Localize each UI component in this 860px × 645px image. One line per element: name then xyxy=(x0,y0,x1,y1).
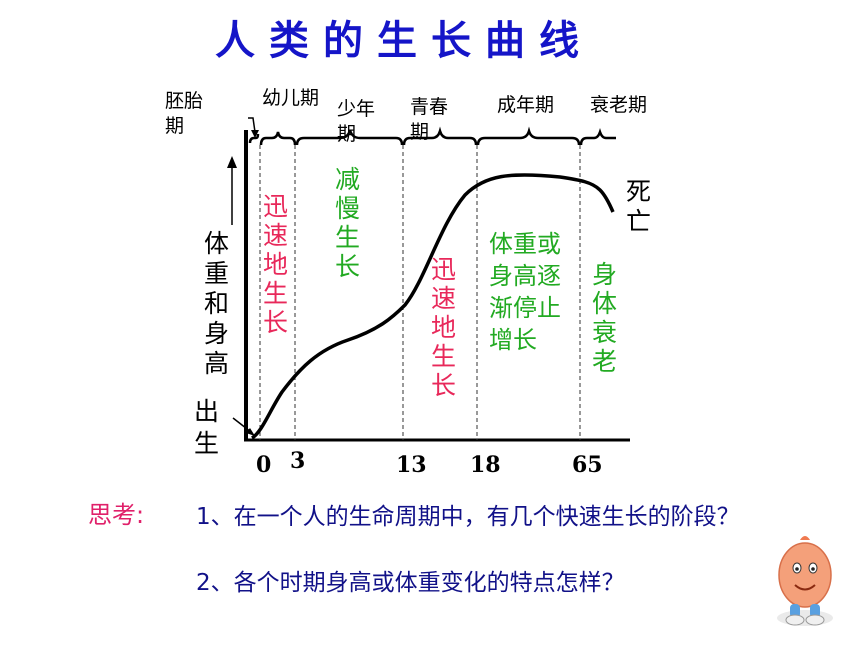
brace-old-age xyxy=(579,128,616,146)
rapid2-char-4: 生 xyxy=(431,342,456,371)
birth-arrow xyxy=(232,417,252,433)
birth-char-2: 生 xyxy=(194,429,219,458)
slow-char-2: 慢 xyxy=(335,194,360,223)
tick-18: 18 xyxy=(470,452,501,478)
adult-line-1: 体重或 xyxy=(489,230,561,258)
rapid1-char-2: 速 xyxy=(263,221,288,250)
stage-childhood-line2: 期 xyxy=(337,123,356,145)
death-char-1: 死 xyxy=(626,177,651,206)
rapid1-char-4: 生 xyxy=(263,279,288,308)
embryo-arrow xyxy=(248,117,256,133)
adult-line-4: 增长 xyxy=(489,326,537,354)
stage-adolescence-line1: 青春 xyxy=(410,96,448,118)
tick-13: 13 xyxy=(396,452,427,478)
slow-char-3: 生 xyxy=(335,223,360,252)
brace-adolescence xyxy=(402,126,478,146)
brace-infant xyxy=(259,131,297,146)
aging-char-3: 衰 xyxy=(592,318,617,347)
ylabel-char-5: 高 xyxy=(204,349,229,378)
rapid1-char-3: 地 xyxy=(263,250,288,279)
question-1: 1、在一个人的生命周期中，有几个快速生长的阶段？ xyxy=(196,504,740,530)
tick-3: 3 xyxy=(290,448,305,474)
ylabel-char-2: 重 xyxy=(204,259,229,288)
rapid2-char-3: 地 xyxy=(431,313,456,342)
stage-adulthood: 成年期 xyxy=(497,94,554,116)
rapid2-char-1: 迅 xyxy=(431,255,456,284)
stage-adolescence-line2: 期 xyxy=(410,121,429,143)
slow-char-1: 减 xyxy=(335,165,360,194)
embryo-arrow-head xyxy=(251,130,259,138)
growth-curve xyxy=(250,173,615,440)
rapid2-char-2: 速 xyxy=(431,284,456,313)
brace-adulthood xyxy=(476,126,581,146)
aging-char-4: 老 xyxy=(592,347,617,376)
brace-childhood xyxy=(295,129,404,146)
stage-old-age: 衰老期 xyxy=(590,94,647,116)
birth-arrow-head xyxy=(246,428,255,436)
stage-childhood-line1: 少年 xyxy=(337,98,375,120)
rapid1-char-1: 迅 xyxy=(263,192,288,221)
death-char-2: 亡 xyxy=(626,207,651,236)
ylabel-char-4: 身 xyxy=(204,319,229,348)
ylabel-char-1: 体 xyxy=(204,229,229,258)
adult-line-3: 渐停止 xyxy=(489,294,561,322)
page-title: 人类的生长曲线 xyxy=(215,18,593,64)
slow-char-4: 长 xyxy=(335,252,360,281)
stage-embryo-line2: 期 xyxy=(165,115,184,137)
stage-infant: 幼儿期 xyxy=(262,87,319,109)
mascot-icon xyxy=(777,536,833,626)
aging-char-1: 身 xyxy=(592,260,617,289)
birth-char-1: 出 xyxy=(194,397,219,426)
aging-char-2: 体 xyxy=(592,289,617,318)
question-2: 2、各个时期身高或体重变化的特点怎样？ xyxy=(196,570,625,596)
adult-line-2: 身高逐 xyxy=(489,262,561,290)
think-label: 思考: xyxy=(88,501,145,529)
rapid1-char-5: 长 xyxy=(263,308,288,337)
rapid2-char-5: 长 xyxy=(431,371,456,400)
ylabel-char-3: 和 xyxy=(204,289,229,318)
tick-65: 65 xyxy=(572,452,603,478)
tick-0: 0 xyxy=(256,452,271,478)
ylabel-arrow-head xyxy=(227,156,237,168)
stage-embryo-line1: 胚胎 xyxy=(165,90,203,112)
